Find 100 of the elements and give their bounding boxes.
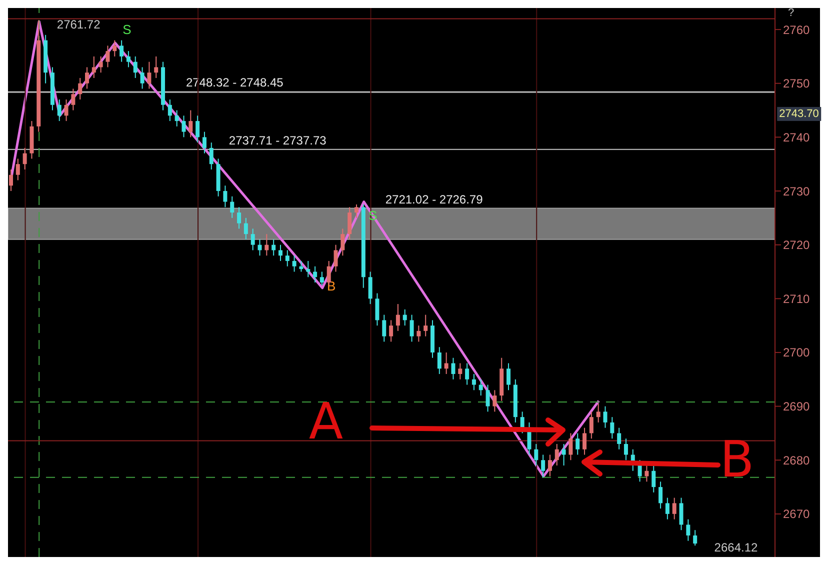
candlestick (444, 352, 448, 374)
candlestick (534, 443, 538, 466)
y-tick-label: 2670 (783, 507, 810, 522)
candlestick (22, 147, 27, 170)
candlestick (679, 497, 684, 531)
candlestick (568, 432, 573, 461)
candlestick (603, 406, 608, 428)
candlestick (320, 271, 324, 286)
candlestick (458, 362, 462, 380)
candlestick (472, 374, 476, 391)
candlestick (98, 56, 103, 74)
band-label: 2748.32 - 2748.45 (186, 76, 284, 90)
candlestick (368, 271, 372, 305)
y-tick-label: 2730 (783, 184, 810, 198)
y-tick-label: 2750 (783, 76, 810, 91)
annotation: 2761.72 (56, 18, 101, 32)
line-series (10, 20, 600, 478)
annotation: S (122, 22, 132, 38)
y-tick-label: 2680 (783, 453, 810, 468)
candlestick (424, 314, 428, 337)
candlestick (174, 110, 179, 127)
candlestick (437, 346, 442, 374)
candlestick (9, 168, 13, 192)
candlestick (389, 320, 394, 342)
candlestick (554, 443, 559, 466)
candlestick (644, 465, 649, 482)
candlestick (562, 443, 566, 466)
candlestick (202, 131, 206, 154)
candlestick (16, 158, 20, 181)
candlestick (244, 217, 248, 240)
candlestick (486, 384, 490, 412)
candlestick (693, 530, 698, 546)
annotation: B (720, 430, 754, 488)
candlestick (223, 185, 228, 208)
y-tick-label: 2710 (783, 292, 810, 306)
candlestick (396, 304, 400, 332)
candlestick (306, 260, 310, 278)
candlestick (652, 465, 656, 493)
candlestick (576, 432, 580, 456)
candlestick (154, 56, 158, 78)
candlestick (375, 292, 380, 326)
candlestick (348, 206, 352, 240)
candlestick (548, 454, 552, 477)
candlestick (451, 357, 456, 380)
band-label: 2737.71 - 2737.73 (228, 133, 327, 148)
candlestick (382, 314, 386, 342)
band-label: 2721.02 - 2726.79 (385, 192, 484, 206)
candlestick (465, 362, 470, 386)
candlestick (416, 325, 421, 342)
candlestick (686, 518, 690, 542)
text: ? (788, 6, 794, 20)
candlestick (85, 66, 90, 90)
candlestick (506, 362, 511, 391)
candlestick (230, 196, 234, 218)
candlestick (188, 110, 193, 138)
candlestick (250, 228, 255, 251)
candlestick (541, 454, 546, 478)
candlestick (354, 204, 358, 218)
candlestick (278, 244, 282, 262)
y-tick-label: 2720 (783, 238, 810, 252)
candlestick (299, 260, 304, 272)
candlestick (658, 481, 663, 510)
candlestick (78, 77, 82, 100)
candlestick (617, 427, 622, 450)
candlestick (120, 40, 124, 62)
candlestick (610, 416, 614, 440)
y-tick-label: 2760 (783, 22, 810, 37)
candlestick (106, 45, 110, 68)
candlestick (285, 250, 290, 267)
candlestick (133, 56, 138, 78)
y-tick-label: 2740 (783, 130, 810, 144)
candlestick (589, 411, 594, 440)
candlestick (64, 99, 68, 122)
annotation: 2664.12 (714, 540, 758, 555)
y-tick-label: 2700 (783, 346, 810, 360)
candlestick (168, 99, 172, 122)
candlestick (126, 50, 130, 68)
candlestick (672, 497, 676, 520)
candlestick (182, 115, 186, 138)
candlestick (147, 61, 152, 90)
candlestick (313, 266, 318, 283)
candlestick (209, 142, 214, 170)
candlestick (478, 378, 483, 396)
candlestick (140, 66, 144, 90)
candlestick (582, 427, 587, 456)
candlestick (258, 238, 262, 256)
candlestick (665, 497, 670, 520)
candlestick (334, 244, 338, 272)
candlestick (112, 40, 117, 57)
text: 2743.70 (777, 106, 821, 122)
candlestick (492, 390, 497, 412)
candlestick (57, 99, 62, 122)
candlestick (237, 206, 242, 230)
candlestick (196, 115, 200, 144)
candlestick (92, 56, 96, 78)
candlestick (340, 228, 345, 256)
candlestick (596, 403, 600, 423)
candlestick (264, 234, 269, 256)
candlestick (624, 438, 628, 461)
annotation: A (308, 392, 344, 450)
